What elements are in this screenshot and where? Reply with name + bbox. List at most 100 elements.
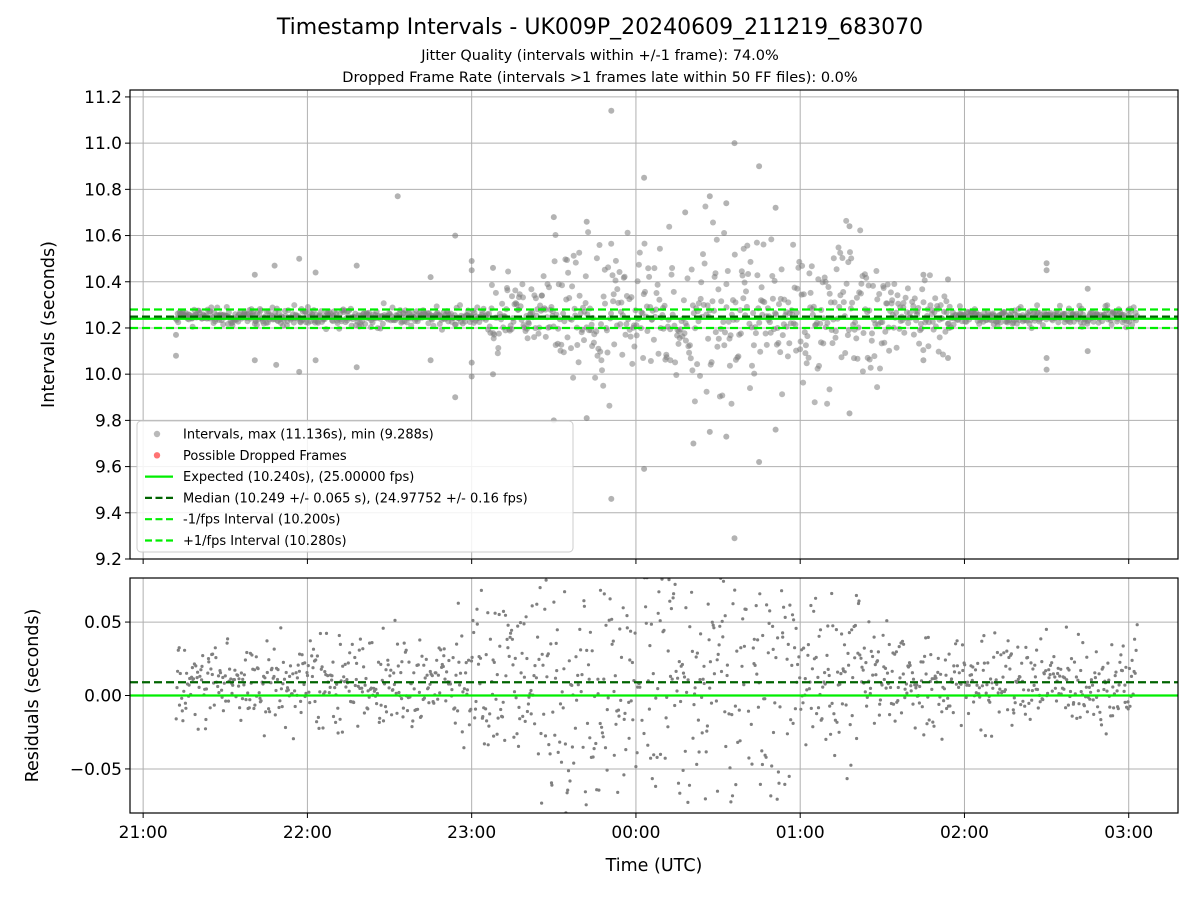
residual-point	[653, 544, 656, 547]
residual-point	[1056, 666, 1060, 670]
residual-point	[730, 713, 734, 717]
interval-point	[539, 292, 545, 299]
interval-outlier-point	[173, 352, 179, 359]
residual-point	[975, 683, 979, 687]
residual-point	[614, 722, 618, 726]
residual-point	[957, 685, 961, 690]
interval-point	[709, 298, 716, 305]
xtick-label: 02:00	[940, 823, 989, 843]
residual-point	[1019, 703, 1023, 707]
residual-point	[469, 707, 473, 712]
residual-point	[888, 713, 892, 717]
interval-point	[525, 320, 532, 327]
residual-point	[180, 709, 184, 713]
residual-point	[419, 714, 423, 718]
residual-point	[311, 647, 316, 651]
residual-point	[206, 671, 210, 675]
residual-point	[456, 709, 460, 713]
residual-point	[602, 592, 606, 596]
residual-point	[375, 691, 379, 696]
interval-outlier-point	[583, 218, 590, 225]
residual-point	[1094, 650, 1098, 654]
residual-point	[1056, 671, 1060, 676]
residual-point	[512, 690, 517, 694]
residual-point	[297, 669, 301, 673]
residual-point	[625, 626, 629, 630]
residual-point	[399, 671, 403, 675]
interval-point	[694, 361, 701, 368]
interval-point	[621, 273, 628, 280]
residual-point	[585, 721, 590, 726]
interval-point	[519, 281, 526, 288]
residual-point	[1089, 678, 1093, 682]
residual-point	[771, 730, 776, 735]
residual-point	[519, 671, 523, 675]
interval-point	[760, 241, 767, 248]
interval-outlier-point	[427, 357, 434, 364]
residual-point	[360, 690, 364, 694]
residual-point	[475, 622, 479, 626]
interval-point	[762, 330, 769, 337]
residual-point	[389, 668, 393, 672]
interval-point	[865, 282, 872, 289]
residual-point	[422, 696, 426, 700]
interval-point	[689, 367, 696, 374]
interval-point	[721, 342, 728, 349]
residual-point	[635, 751, 639, 755]
residual-point	[513, 656, 517, 661]
residual-point	[510, 628, 514, 632]
residual-point	[634, 765, 638, 769]
residual-point	[426, 686, 430, 690]
residual-point	[839, 672, 843, 676]
residual-point	[760, 749, 764, 753]
residual-point	[774, 656, 778, 660]
residual-point	[1114, 670, 1118, 674]
interval-point	[722, 329, 728, 336]
interval-point	[362, 321, 369, 327]
residual-point	[867, 620, 871, 624]
residual-point	[1072, 660, 1077, 664]
residual-point	[1015, 680, 1019, 685]
interval-point	[799, 262, 806, 269]
interval-outlier-point	[452, 232, 459, 239]
residual-point	[1120, 669, 1124, 673]
residual-point	[458, 671, 463, 675]
residual-point	[606, 696, 610, 700]
residual-point	[812, 609, 816, 613]
residual-point	[331, 714, 336, 719]
interval-point	[786, 340, 793, 347]
interval-point	[935, 348, 942, 355]
residual-point	[427, 701, 431, 705]
residual-point	[810, 667, 815, 671]
residual-point	[416, 663, 420, 667]
residual-point	[730, 794, 735, 798]
residual-point	[1119, 653, 1123, 657]
residual-point	[734, 783, 738, 787]
interval-point	[757, 348, 764, 355]
residual-point	[184, 706, 188, 710]
interval-point	[688, 266, 695, 273]
residual-point	[720, 619, 724, 624]
residual-point	[1058, 674, 1062, 678]
interval-point	[684, 275, 691, 282]
interval-point	[655, 350, 662, 357]
residual-point	[791, 721, 795, 726]
residual-point	[681, 671, 686, 675]
residual-point	[705, 729, 709, 733]
interval-point	[590, 339, 597, 346]
residual-point	[218, 671, 223, 675]
interval-point	[681, 330, 688, 337]
interval-point	[803, 360, 810, 367]
interval-point	[570, 374, 577, 381]
residual-point	[686, 678, 690, 682]
residual-point	[872, 635, 876, 639]
interval-outlier-point	[920, 357, 927, 364]
residual-point	[835, 720, 839, 724]
residual-point	[1064, 706, 1068, 710]
residual-point	[990, 734, 994, 738]
residual-point	[1133, 671, 1137, 675]
interval-point	[859, 368, 866, 375]
residual-point	[1024, 645, 1028, 650]
residual-point	[340, 730, 344, 734]
residual-point	[369, 686, 373, 690]
